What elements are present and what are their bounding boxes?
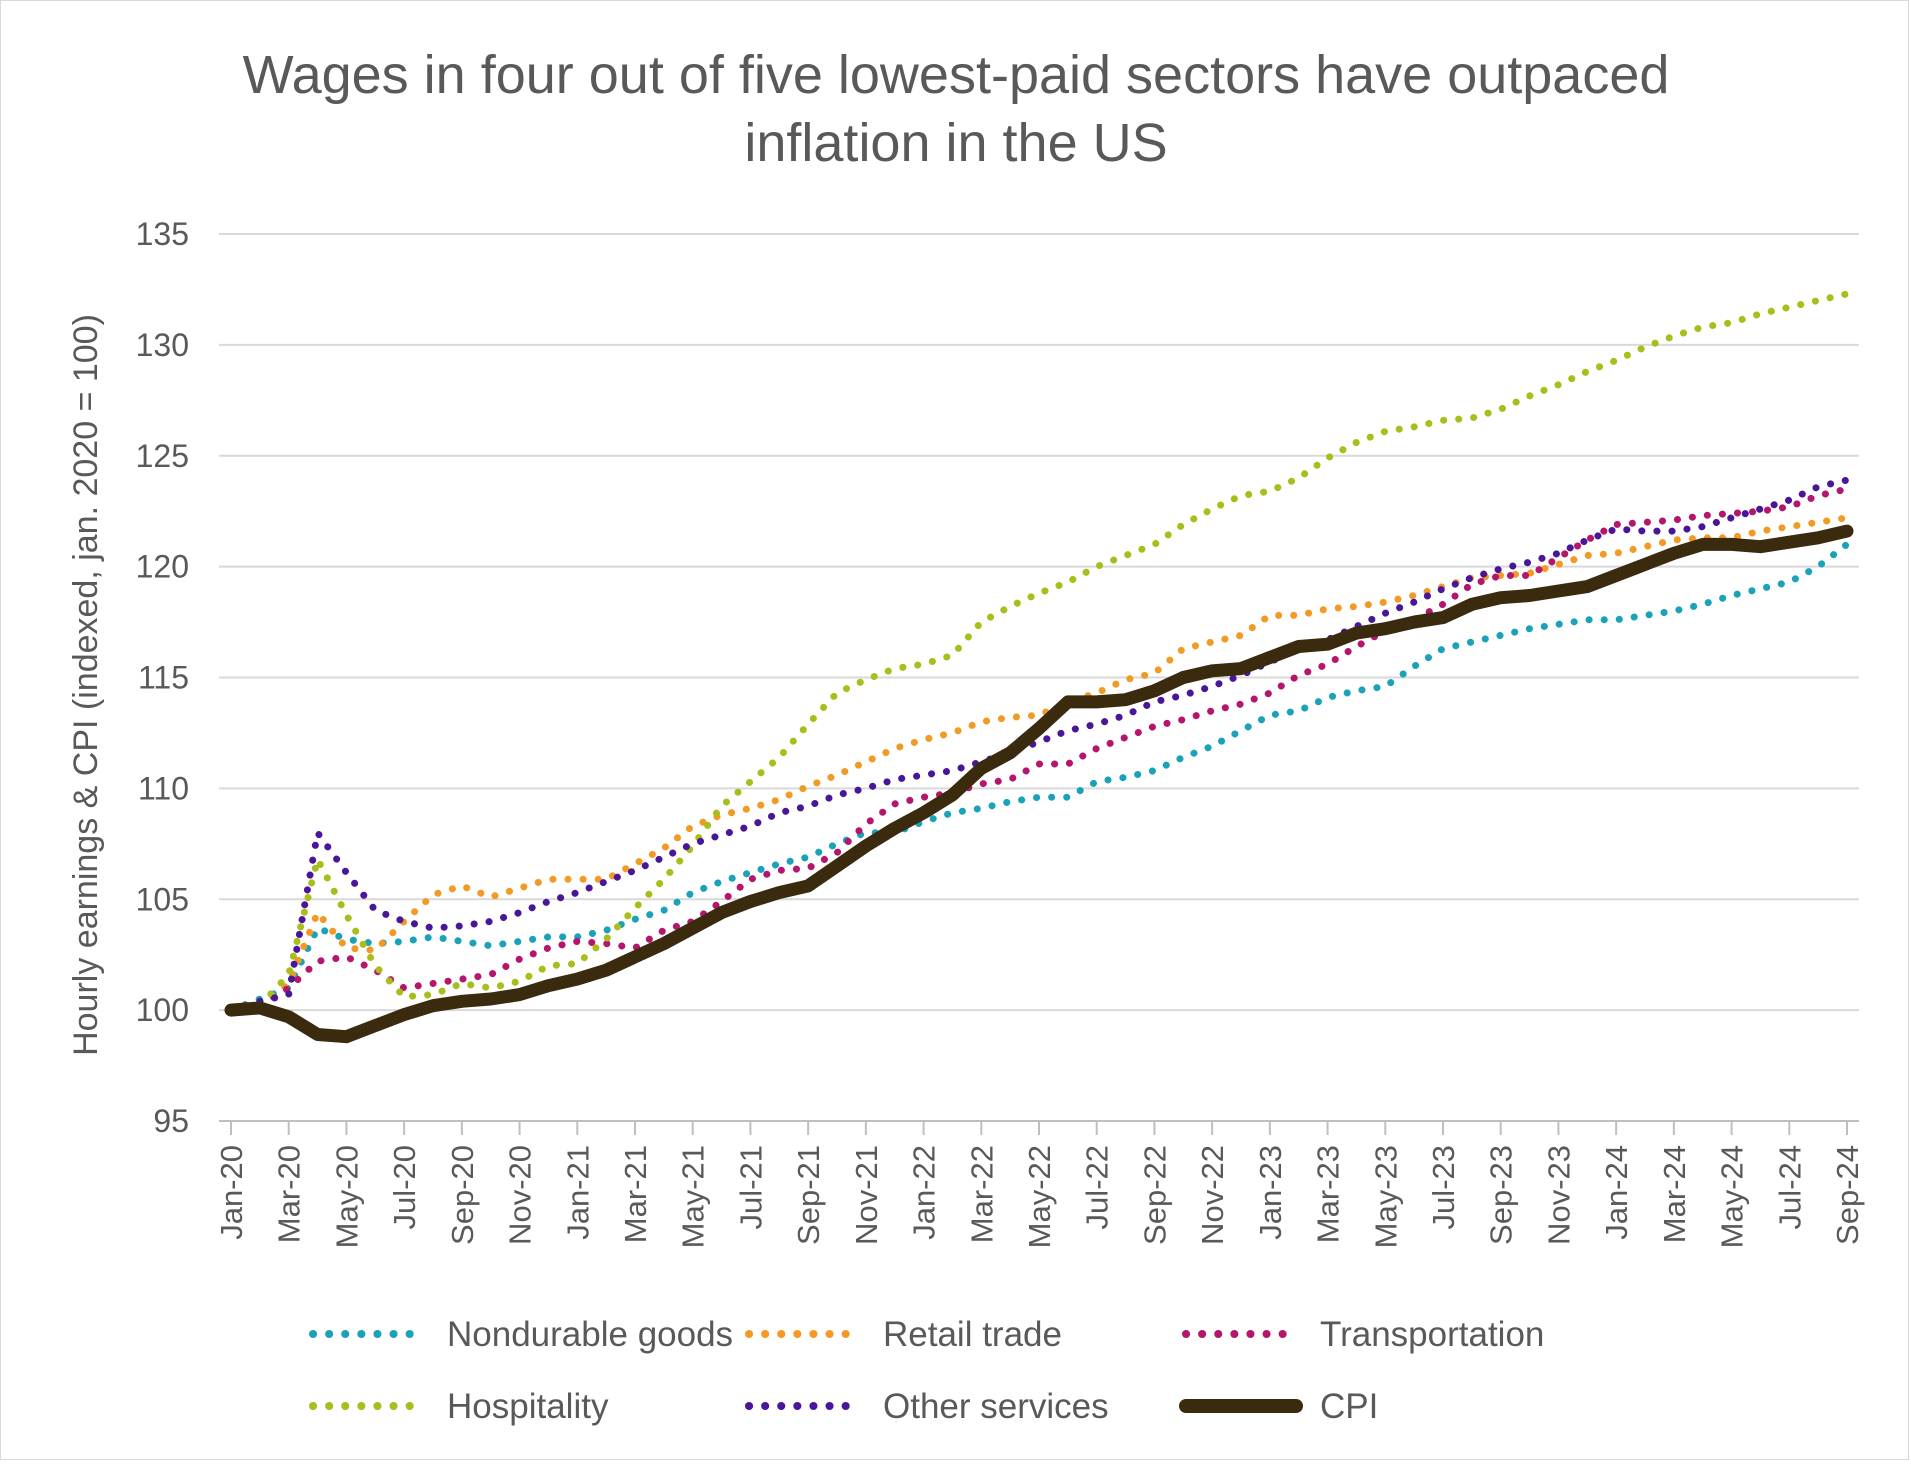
- legend-item-transportation: Transportation: [1182, 1315, 1544, 1354]
- series-line-nondurable-goods: [227, 540, 1851, 1014]
- x-tick-label: Jan-23: [1253, 1145, 1288, 1240]
- chart-title-line-1: Wages in four out of five lowest-paid se…: [243, 45, 1670, 105]
- x-tick-label: Nov-23: [1541, 1145, 1576, 1245]
- chart-title: Wages in four out of five lowest-paid se…: [243, 45, 1670, 173]
- x-axis: Jan-20 Mar-20 May-20 Jul-20 Sep-20 Nov-20 Jan-…: [214, 1120, 1865, 1248]
- x-tick-label: Sep-21: [791, 1145, 826, 1245]
- x-tick-label: Mar-20: [272, 1145, 307, 1243]
- y-tick-label: 130: [136, 327, 189, 363]
- y-tick-label: 120: [136, 549, 189, 585]
- legend-label-other-services: Other services: [883, 1387, 1109, 1426]
- series-line-other-services: [227, 476, 1851, 1014]
- x-tick-label: May-20: [329, 1145, 364, 1248]
- y-tick-label: 95: [153, 1103, 189, 1139]
- legend-item-cpi: CPI: [1179, 1387, 1378, 1426]
- x-tick-label: Jul-24: [1772, 1145, 1807, 1229]
- x-tick-label: Jul-22: [1080, 1145, 1115, 1229]
- x-tick-label: Mar-21: [618, 1145, 653, 1243]
- series-lines: [224, 290, 1854, 1044]
- x-tick-label: Jan-24: [1599, 1145, 1634, 1240]
- gridlines: [219, 233, 1859, 1122]
- y-tick-label: 100: [136, 992, 189, 1028]
- series-line-cpi: [224, 524, 1854, 1044]
- x-tick-label: Jan-21: [560, 1145, 595, 1240]
- chart-title-line-2: inflation in the US: [744, 113, 1167, 173]
- y-axis-label: Hourly earnings & CPI (indexed, jan. 202…: [67, 314, 105, 1056]
- legend-item-retail-trade: Retail trade: [745, 1315, 1062, 1354]
- x-tick-label: May-22: [1022, 1145, 1057, 1248]
- y-tick-label: 115: [138, 660, 189, 696]
- y-tick-label: 105: [136, 881, 189, 917]
- y-tick-label: 110: [138, 770, 189, 806]
- x-tick-label: May-21: [676, 1145, 711, 1248]
- x-tick-label: Jul-23: [1426, 1145, 1461, 1229]
- y-tick-label: 135: [136, 216, 189, 252]
- x-tick-label: May-23: [1368, 1145, 1403, 1248]
- x-tick-label: Sep-22: [1137, 1145, 1172, 1245]
- x-tick-label: Jul-21: [733, 1145, 768, 1229]
- x-tick-label: Nov-22: [1195, 1145, 1230, 1245]
- x-tick-label: Jul-20: [387, 1145, 422, 1229]
- legend-label-hospitality: Hospitality: [447, 1387, 609, 1426]
- x-tick-label: Nov-21: [849, 1145, 884, 1245]
- x-tick-label: Sep-20: [445, 1145, 480, 1245]
- x-tick-label: Mar-23: [1311, 1145, 1346, 1243]
- legend-label-transportation: Transportation: [1320, 1315, 1544, 1354]
- legend-item-hospitality: Hospitality: [309, 1387, 609, 1426]
- x-tick-label: May-24: [1715, 1145, 1750, 1248]
- x-tick-label: Nov-20: [503, 1145, 538, 1245]
- legend: Nondurable goods Retail trade Transportati…: [309, 1315, 1544, 1426]
- x-tick-label: Jan-22: [907, 1145, 942, 1240]
- x-tick-label: Sep-23: [1484, 1145, 1519, 1245]
- legend-item-other-services: Other services: [745, 1387, 1109, 1426]
- legend-item-nondurable-goods: Nondurable goods: [309, 1315, 733, 1354]
- x-tick-label: Sep-24: [1830, 1145, 1865, 1245]
- series-line-hospitality: [227, 290, 1851, 1014]
- y-tick-label: 125: [136, 438, 189, 474]
- y-axis-ticks: 95 100 105 110 115 120 125 130 135: [136, 216, 189, 1139]
- legend-label-nondurable-goods: Nondurable goods: [447, 1315, 733, 1354]
- x-tick-label: Mar-24: [1657, 1145, 1692, 1243]
- x-tick-label: Mar-22: [964, 1145, 999, 1243]
- x-tick-label: Jan-20: [214, 1145, 249, 1240]
- legend-label-cpi: CPI: [1320, 1387, 1378, 1426]
- legend-label-retail-trade: Retail trade: [883, 1315, 1062, 1354]
- series-line-transportation: [227, 485, 1851, 1014]
